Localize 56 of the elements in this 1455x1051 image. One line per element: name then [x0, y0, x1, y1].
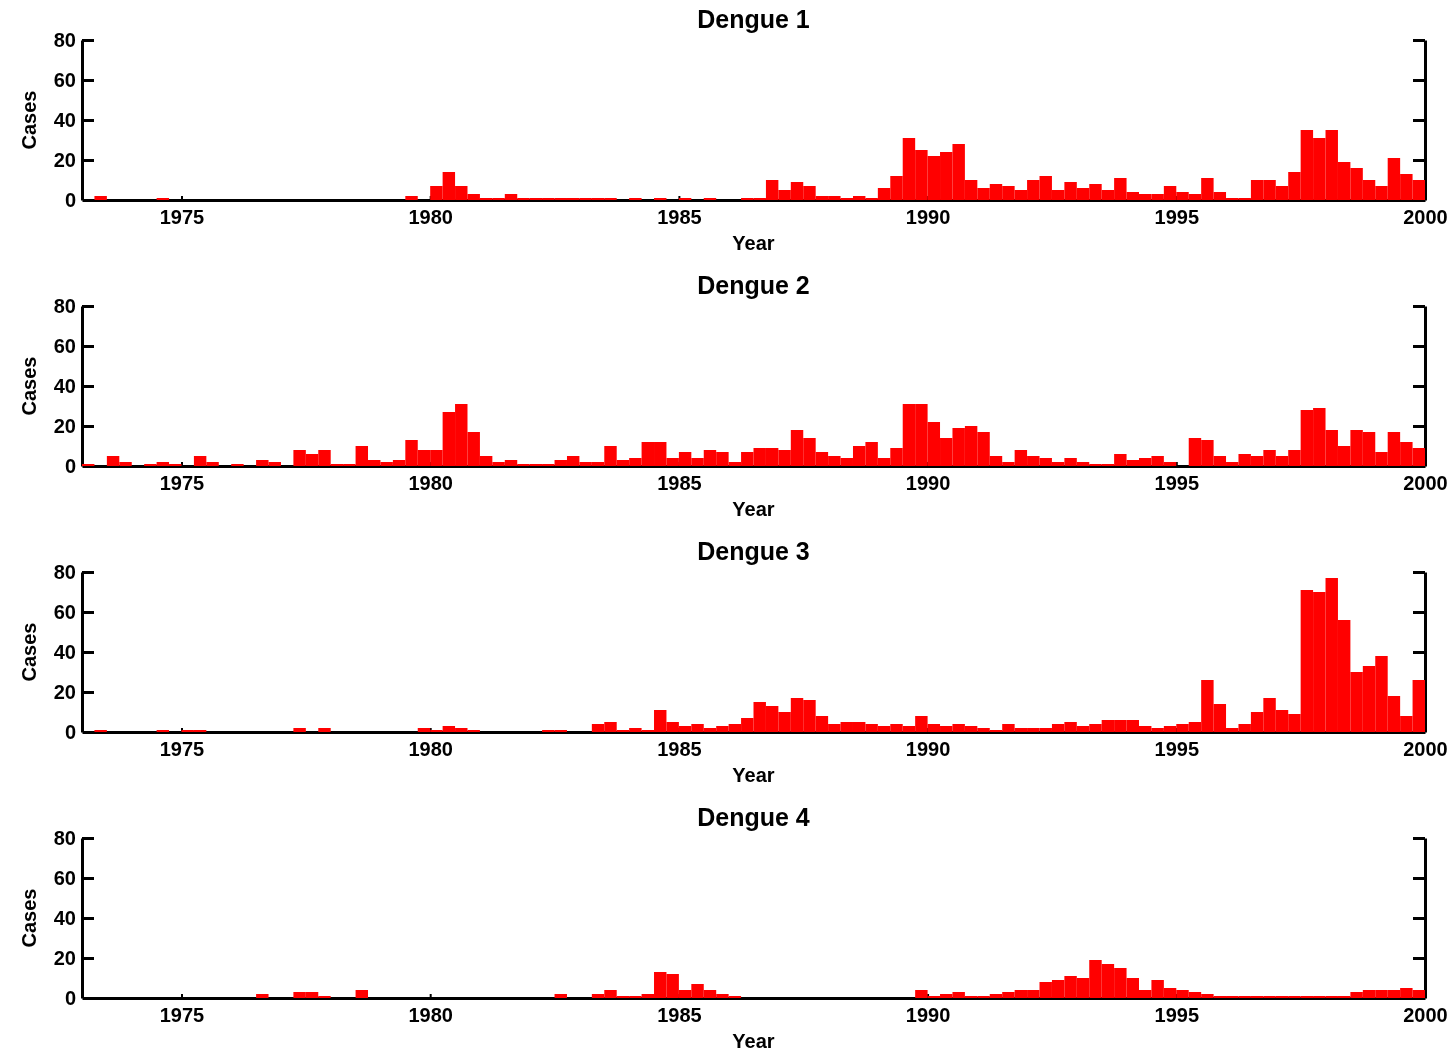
chart-title: Dengue 2 — [697, 271, 810, 299]
y-tick-label: 80 — [53, 560, 76, 583]
x-tick-label: 1995 — [1154, 206, 1200, 229]
x-tick-label: 2000 — [1403, 472, 1448, 495]
x-tick-label: 1975 — [159, 1004, 205, 1027]
x-tick-label: 1990 — [905, 206, 951, 229]
x-tick-label: 1980 — [408, 206, 453, 229]
x-tick-label: 1990 — [905, 738, 951, 761]
y-tick-label: 60 — [53, 68, 76, 91]
chart-title: Dengue 1 — [697, 5, 810, 33]
y-tick-label: 80 — [53, 294, 76, 317]
y-tick-label: 80 — [53, 28, 76, 51]
x-tick-label: 1980 — [408, 1004, 453, 1027]
x-tick-label: 1975 — [159, 206, 205, 229]
x-tick-label: 1995 — [1154, 738, 1200, 761]
x-tick-label: 1985 — [657, 472, 702, 495]
y-tick-label: 80 — [53, 826, 76, 849]
y-tick-label: 0 — [64, 454, 76, 477]
x-tick-label: 2000 — [1403, 206, 1448, 229]
x-axis-title: Year — [732, 232, 775, 254]
y-tick-label: 60 — [53, 600, 76, 623]
x-tick-label: 1985 — [657, 1004, 702, 1027]
y-tick-label: 20 — [53, 946, 76, 969]
y-tick-label: 0 — [64, 188, 76, 211]
y-tick-label: 20 — [53, 680, 76, 703]
x-tick-label: 1980 — [408, 472, 453, 495]
x-tick-label: 2000 — [1403, 738, 1448, 761]
y-tick-label: 60 — [53, 334, 76, 357]
x-tick-label: 1975 — [159, 472, 205, 495]
y-tick-label: 20 — [53, 148, 76, 171]
x-tick-label: 1985 — [657, 738, 702, 761]
chart-title: Dengue 3 — [697, 537, 810, 565]
y-axis-title: Cases — [18, 888, 40, 948]
x-tick-label: 1975 — [159, 738, 205, 761]
y-tick-label: 40 — [53, 640, 76, 663]
x-tick-label: 1990 — [905, 472, 951, 495]
x-axis-title: Year — [732, 764, 775, 786]
y-axis-title: Cases — [18, 622, 40, 682]
y-tick-label: 60 — [53, 866, 76, 889]
x-axis-title: Year — [732, 1030, 775, 1051]
x-tick-label: 1995 — [1154, 472, 1200, 495]
x-tick-label: 1995 — [1154, 1004, 1200, 1027]
chart-title: Dengue 4 — [697, 803, 810, 831]
x-tick-label: 1990 — [905, 1004, 951, 1027]
x-tick-label: 1985 — [657, 206, 702, 229]
y-tick-label: 40 — [53, 906, 76, 929]
y-tick-label: 0 — [64, 986, 76, 1009]
y-tick-label: 40 — [53, 108, 76, 131]
y-tick-label: 0 — [64, 720, 76, 743]
y-tick-label: 40 — [53, 374, 76, 397]
x-tick-label: 1980 — [408, 738, 453, 761]
x-axis-title: Year — [732, 498, 775, 520]
y-tick-label: 20 — [53, 414, 76, 437]
y-axis-title: Cases — [18, 90, 40, 150]
x-tick-label: 2000 — [1403, 1004, 1448, 1027]
y-axis-title: Cases — [18, 356, 40, 416]
